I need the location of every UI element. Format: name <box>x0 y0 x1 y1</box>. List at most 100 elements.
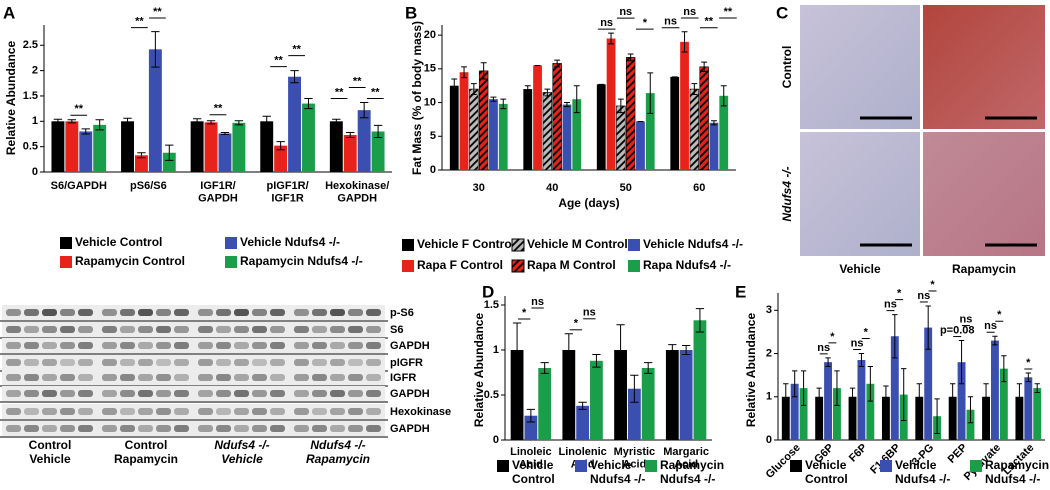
blot-band <box>24 359 39 366</box>
bar <box>190 121 204 172</box>
blot-band <box>348 425 363 432</box>
bar <box>590 360 603 440</box>
blot-band <box>270 390 285 397</box>
blot-band <box>60 374 75 381</box>
blot-band <box>156 374 171 381</box>
significance-label: * <box>930 279 935 291</box>
panel-label: E <box>735 282 746 301</box>
bar <box>848 396 857 440</box>
bar <box>1015 396 1024 440</box>
blot-band <box>156 359 171 366</box>
blot-band <box>366 390 381 397</box>
legend-swatch <box>225 256 237 268</box>
blot-band <box>78 390 93 397</box>
y-tick-label: 10 <box>424 96 436 108</box>
blot-band <box>120 359 135 366</box>
blot-band <box>138 342 153 349</box>
bar <box>645 93 655 170</box>
x-tick-label: Myristic Acid <box>614 446 656 471</box>
significance-label: * <box>864 326 869 338</box>
legend-label: Rapamycin Control <box>75 254 185 268</box>
blot-band <box>234 425 249 432</box>
blot-band <box>216 326 231 333</box>
y-axis-label: Fat Mass (% of body mass) <box>410 21 424 175</box>
significance-label: ns <box>984 320 997 332</box>
blot-band <box>24 326 39 333</box>
blot-band <box>6 425 21 432</box>
legend-label: Vehicle Ndufs4 -/- <box>643 237 743 251</box>
blot-band <box>120 342 135 349</box>
legend-swatch <box>225 237 237 249</box>
blot-band <box>216 408 231 415</box>
bar <box>699 66 709 171</box>
blot-band <box>156 326 171 333</box>
error-bar <box>540 362 549 374</box>
bar <box>948 396 957 440</box>
blot-band <box>42 359 57 366</box>
legend-label: Rapa M Control <box>527 258 616 272</box>
blot-band <box>42 408 57 415</box>
error-bar <box>681 345 691 355</box>
blot-band <box>78 359 93 366</box>
blot-band <box>174 425 189 432</box>
significance-label: * <box>522 307 527 319</box>
bar <box>562 104 572 170</box>
y-axis-label: Relative Abundance <box>472 313 486 428</box>
image <box>800 5 920 129</box>
significance-label: ** <box>75 103 84 115</box>
blot-band <box>294 359 309 366</box>
blot-band <box>138 425 153 432</box>
blot-band <box>270 342 285 349</box>
bar <box>498 103 508 170</box>
significance-label: ** <box>135 15 144 27</box>
blot-band <box>156 309 171 316</box>
legend-swatch <box>60 256 72 268</box>
blot-strip <box>2 338 385 353</box>
significance-label: * <box>997 309 1002 321</box>
error-bar <box>573 85 580 114</box>
error-bar <box>883 385 889 409</box>
significance-label: * <box>574 318 579 330</box>
blot-row-label: pIGFR <box>390 357 423 369</box>
error-bar <box>816 387 822 406</box>
blot-band <box>60 390 75 397</box>
blot-band <box>102 309 117 316</box>
blot-band <box>120 309 135 316</box>
blot-band <box>366 342 381 349</box>
blot-band <box>216 390 231 397</box>
error-bar <box>934 398 940 435</box>
significance-label: ns <box>884 299 897 311</box>
legend-swatch <box>880 460 892 472</box>
bar <box>232 122 246 172</box>
bar <box>134 155 148 172</box>
error-bar <box>262 115 271 127</box>
bar <box>469 88 479 171</box>
legend-label: Vehicle Control <box>512 458 555 486</box>
y-axis-label: Relative Abundance <box>744 313 758 428</box>
x-tick-label: Margaric Acid <box>663 446 709 471</box>
bar <box>625 57 636 171</box>
panel-label: A <box>3 3 15 22</box>
error-bar <box>792 370 798 398</box>
blot-band <box>174 342 189 349</box>
error-bar <box>949 383 956 411</box>
y-tick-label: 2.5 <box>23 39 38 51</box>
legend-swatch <box>497 460 509 472</box>
blot-band <box>174 309 189 316</box>
legend-label: Vehicle Control <box>75 235 162 249</box>
y-tick-label: 1 <box>493 344 499 356</box>
bar <box>924 327 933 440</box>
significance-label: ** <box>705 16 714 28</box>
bar <box>162 152 176 172</box>
row-label: Ndufs4 -/- <box>780 166 794 221</box>
blot-band <box>366 309 381 316</box>
bar <box>614 350 627 440</box>
blot-band <box>102 390 117 397</box>
blot-band <box>270 425 285 432</box>
blot-band <box>78 374 93 381</box>
image <box>800 132 920 256</box>
error-bar <box>544 88 551 97</box>
blot-band <box>6 374 21 381</box>
error-bar <box>616 324 625 376</box>
blot-band <box>348 359 363 366</box>
